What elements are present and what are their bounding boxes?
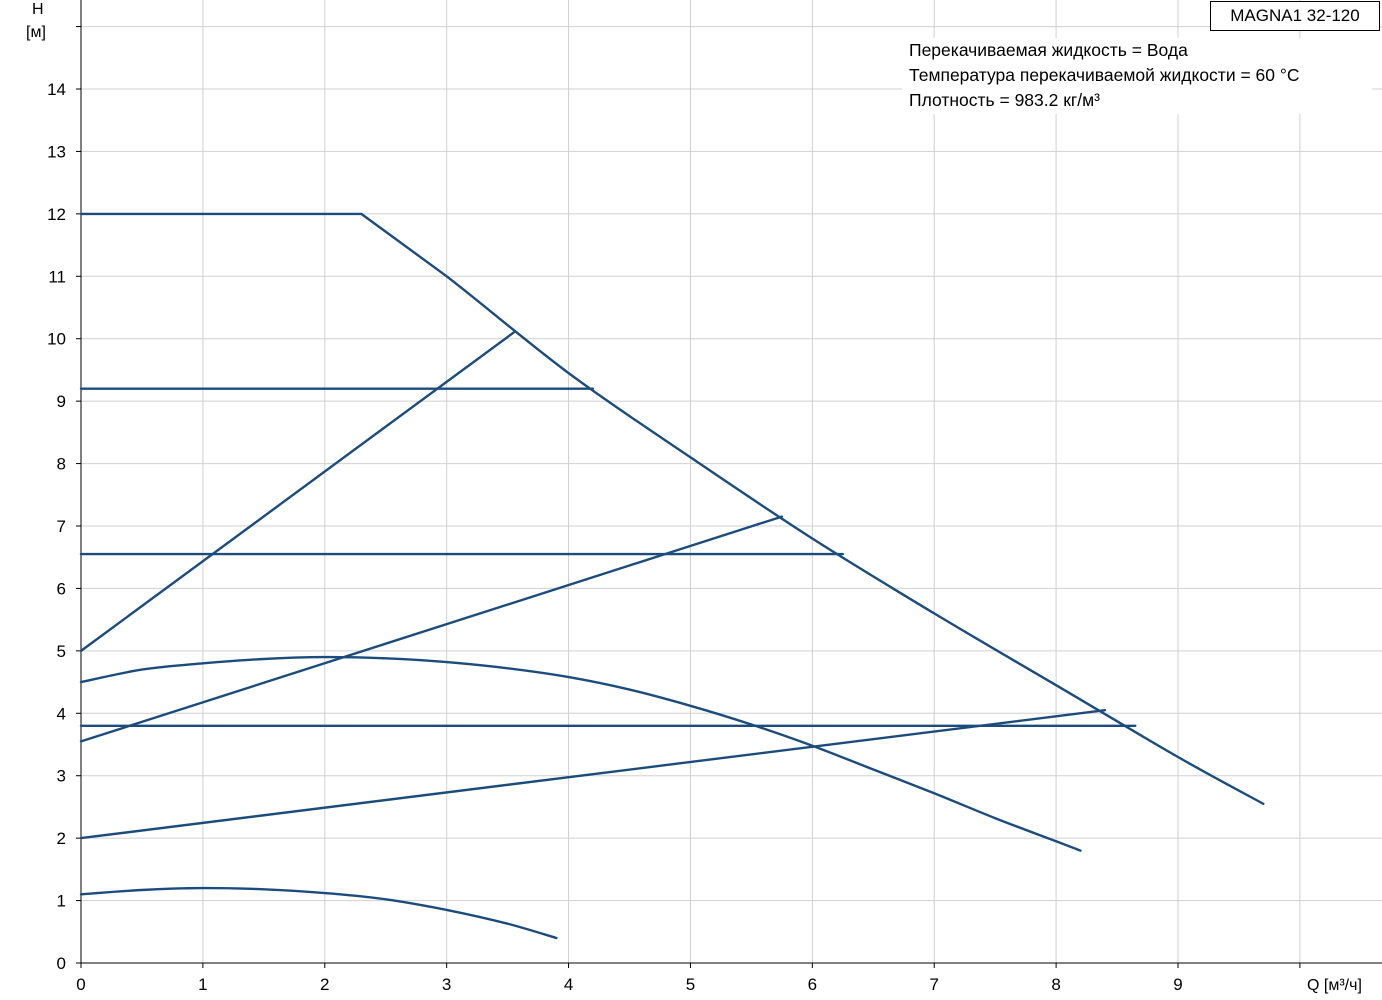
curve-series-8 — [79, 886, 558, 940]
y-tick-label: 9 — [57, 392, 66, 411]
x-tick-label: 1 — [198, 975, 207, 994]
axes — [80, 0, 1382, 964]
x-tick-label: 0 — [76, 975, 85, 994]
y-tick-label: 13 — [47, 142, 66, 161]
curve-series-5 — [79, 709, 1107, 840]
y-tick-label: 3 — [57, 767, 66, 786]
y-tick-label: 2 — [57, 829, 66, 848]
curve-series-0 — [79, 212, 1265, 805]
x-tick-label: 2 — [320, 975, 329, 994]
y-tick-label: 10 — [47, 330, 66, 349]
fluid-annotation: Перекачиваемая жидкость = Вода — [909, 40, 1188, 60]
y-axis-unit: [м] — [26, 24, 46, 41]
curve-series-7 — [79, 655, 1082, 852]
curve-series-1 — [79, 331, 515, 653]
x-axis-label: Q [м³/ч] — [1307, 977, 1362, 994]
y-tick-label: 5 — [57, 642, 66, 661]
y-tick-label: 1 — [57, 892, 66, 911]
curves — [79, 212, 1265, 940]
x-tick-label: 9 — [1173, 975, 1182, 994]
x-tick-label: 3 — [442, 975, 451, 994]
fluid-info-panel: Перекачиваемая жидкость = Вода Температу… — [902, 38, 1372, 114]
x-tick-label: 7 — [929, 975, 938, 994]
grid — [81, 0, 1382, 963]
y-tick-label: 0 — [57, 954, 66, 973]
density-annotation: Плотность = 983.2 кг/м³ — [909, 90, 1100, 110]
y-tick-label: 14 — [47, 80, 66, 99]
x-tick-label: 6 — [808, 975, 817, 994]
y-tick-label: 4 — [57, 704, 66, 723]
y-tick-label: 7 — [57, 517, 66, 536]
y-tick-label: 8 — [57, 455, 66, 474]
y-tick-label: 11 — [48, 267, 66, 286]
x-tick-label: 8 — [1051, 975, 1060, 994]
y-tick-label: 6 — [57, 579, 66, 598]
temperature-annotation: Температура перекачиваемой жидкости = 60… — [909, 65, 1300, 85]
curve-series-3 — [79, 515, 784, 743]
y-tick-label: 12 — [47, 205, 66, 224]
y-axis-label: H — [32, 1, 44, 18]
chart-title: MAGNA1 32-120 — [1210, 1, 1380, 31]
x-axis-ticks: 0 1 2 3 4 5 6 7 8 9 — [76, 963, 1301, 994]
x-tick-label: 4 — [564, 975, 573, 994]
x-tick-label: 5 — [686, 975, 695, 994]
